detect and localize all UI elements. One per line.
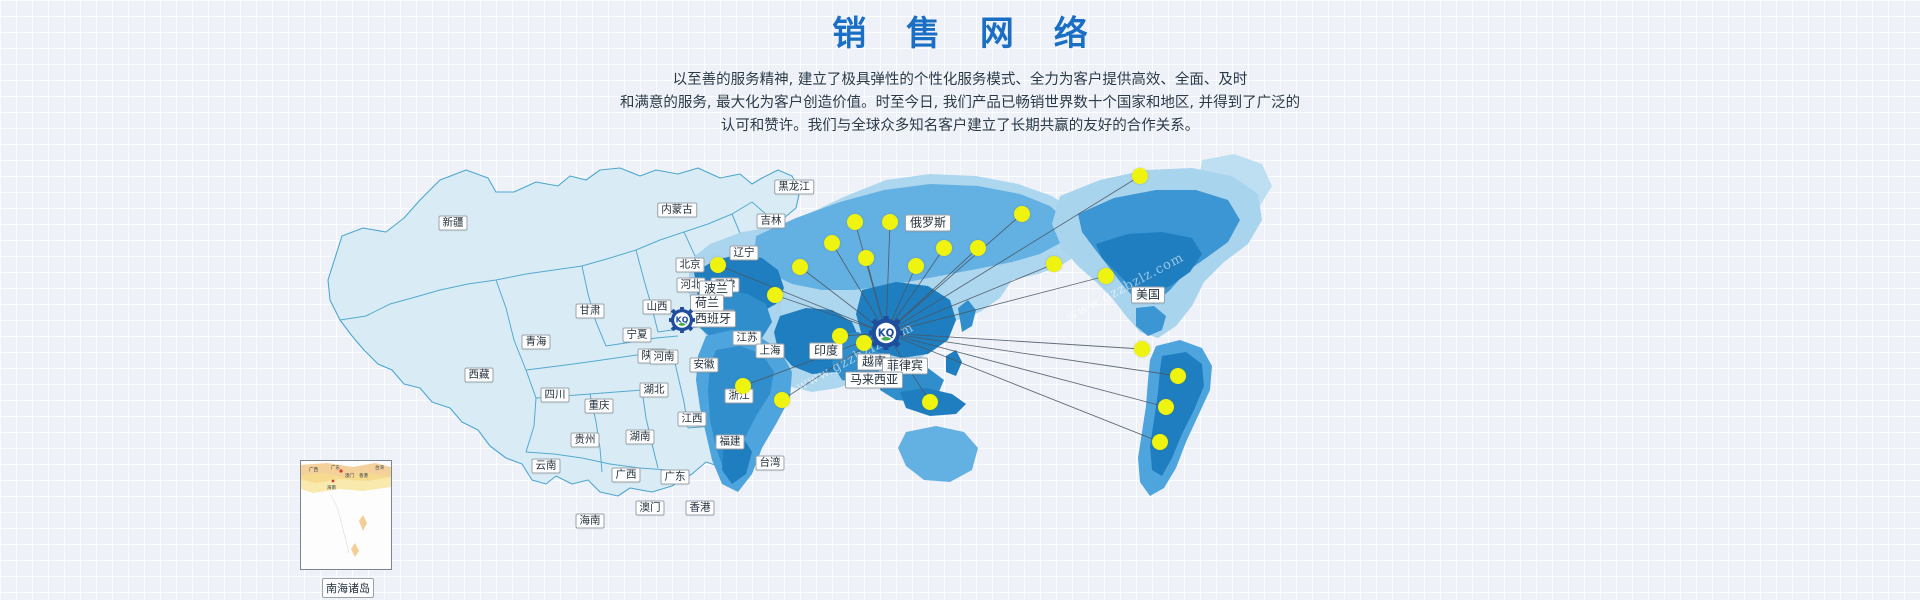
country-label: 菲律宾 [881, 357, 929, 375]
province-label: 江苏 [732, 330, 762, 346]
country-label: 马来西亚 [844, 371, 904, 389]
sales-location-marker[interactable] [792, 259, 808, 275]
province-label: 上海 [755, 343, 785, 359]
country-label: 波兰 [698, 280, 734, 298]
sales-location-marker[interactable] [908, 258, 924, 274]
inset-title-label: 南海诸岛 [322, 578, 374, 598]
country-label: 美国 [1130, 286, 1166, 304]
south-china-sea-inset: 广西 广东 澳门 香港 台湾 海南 [300, 460, 392, 570]
sales-location-marker[interactable] [1170, 368, 1186, 384]
province-label: 西藏 [464, 367, 494, 383]
page-header: 销 售 网 络 以至善的服务精神, 建立了极具弹性的个性化服务模式、全力为客户提… [0, 14, 1920, 138]
country-label: 西班牙 [689, 310, 737, 328]
svg-text:台湾: 台湾 [375, 464, 384, 471]
province-label: 山西 [642, 299, 672, 315]
sales-location-marker[interactable] [710, 257, 726, 273]
svg-text:香港: 香港 [359, 472, 368, 479]
svg-text:海南: 海南 [327, 484, 336, 491]
sales-location-marker[interactable] [856, 335, 872, 351]
sales-location-marker[interactable] [1158, 399, 1174, 415]
country-label: 印度 [808, 342, 844, 360]
sales-location-marker[interactable] [767, 287, 783, 303]
svg-text:KQ: KQ [676, 316, 689, 325]
maps-canvas: 广西 广东 澳门 香港 台湾 海南 南海诸岛 www.gzzbzlz.com w… [0, 140, 1920, 600]
svg-text:广西: 广西 [309, 466, 318, 473]
province-label: 海南 [575, 513, 605, 529]
country-label: 俄罗斯 [904, 214, 952, 232]
province-label: 广西 [611, 467, 641, 483]
province-label: 重庆 [584, 398, 614, 414]
province-label: 新疆 [438, 215, 468, 231]
sales-location-marker[interactable] [922, 394, 938, 410]
sales-location-marker[interactable] [824, 235, 840, 251]
province-label: 安徽 [689, 357, 719, 373]
intro-line-1: 以至善的服务精神, 建立了极具弹性的个性化服务模式、全力为客户提供高效、全面、及… [672, 71, 1248, 88]
sales-location-marker[interactable] [882, 214, 898, 230]
province-label: 澳门 [635, 500, 665, 516]
intro-paragraph: 以至善的服务精神, 建立了极具弹性的个性化服务模式、全力为客户提供高效、全面、及… [560, 69, 1360, 138]
province-label: 河南 [649, 349, 679, 365]
province-label: 贵州 [570, 432, 600, 448]
province-label: 甘肃 [575, 303, 605, 319]
page-title: 销 售 网 络 [832, 14, 1102, 54]
sales-location-marker[interactable] [1098, 268, 1114, 284]
province-label: 四川 [540, 387, 570, 403]
intro-line-2: 和满意的服务, 最大化为客户创造价值。时至今日, 我们产品已畅销世界数十个国家和… [619, 94, 1301, 111]
intro-line-3: 认可和赞许。我们与全球众多知名客户建立了长期共赢的友好的合作关系。 [720, 117, 1200, 134]
svg-text:广东: 广东 [331, 464, 340, 471]
province-label: 内蒙古 [657, 202, 697, 218]
province-label: 江西 [677, 411, 707, 427]
sales-location-marker[interactable] [1046, 256, 1062, 272]
province-label: 湖北 [639, 382, 669, 398]
china-hub-logo[interactable]: KQ [669, 307, 695, 333]
svg-text:澳门: 澳门 [345, 472, 354, 479]
province-label: 吉林 [756, 213, 786, 229]
country-label: 荷兰 [689, 294, 725, 312]
province-label: 福建 [715, 434, 745, 450]
province-label: 北京 [675, 257, 705, 273]
province-label: 云南 [531, 458, 561, 474]
svg-text:KQ: KQ [878, 328, 895, 339]
sales-location-marker[interactable] [936, 240, 952, 256]
sales-location-marker[interactable] [774, 392, 790, 408]
province-label: 台湾 [755, 455, 785, 471]
sales-location-marker[interactable] [858, 250, 874, 266]
province-label: 辽宁 [729, 245, 759, 261]
sales-location-marker[interactable] [1134, 341, 1150, 357]
world-hub-logo[interactable]: KQ [869, 316, 903, 350]
province-label: 湖南 [625, 429, 655, 445]
sales-location-marker[interactable] [1014, 206, 1030, 222]
sales-location-marker[interactable] [970, 240, 986, 256]
sales-location-marker[interactable] [1152, 434, 1168, 450]
sales-location-marker[interactable] [735, 378, 751, 394]
sales-location-marker[interactable] [832, 328, 848, 344]
province-label: 广东 [660, 469, 690, 485]
province-label: 黑龙江 [774, 179, 814, 195]
province-label: 宁夏 [622, 327, 652, 343]
sales-location-marker[interactable] [1132, 168, 1148, 184]
province-label: 香港 [685, 500, 715, 516]
inset-vector-art: 广西 广东 澳门 香港 台湾 海南 [301, 461, 391, 569]
province-label: 青海 [521, 334, 551, 350]
maps-vector-art [327, 154, 1272, 497]
sales-location-marker[interactable] [847, 214, 863, 230]
